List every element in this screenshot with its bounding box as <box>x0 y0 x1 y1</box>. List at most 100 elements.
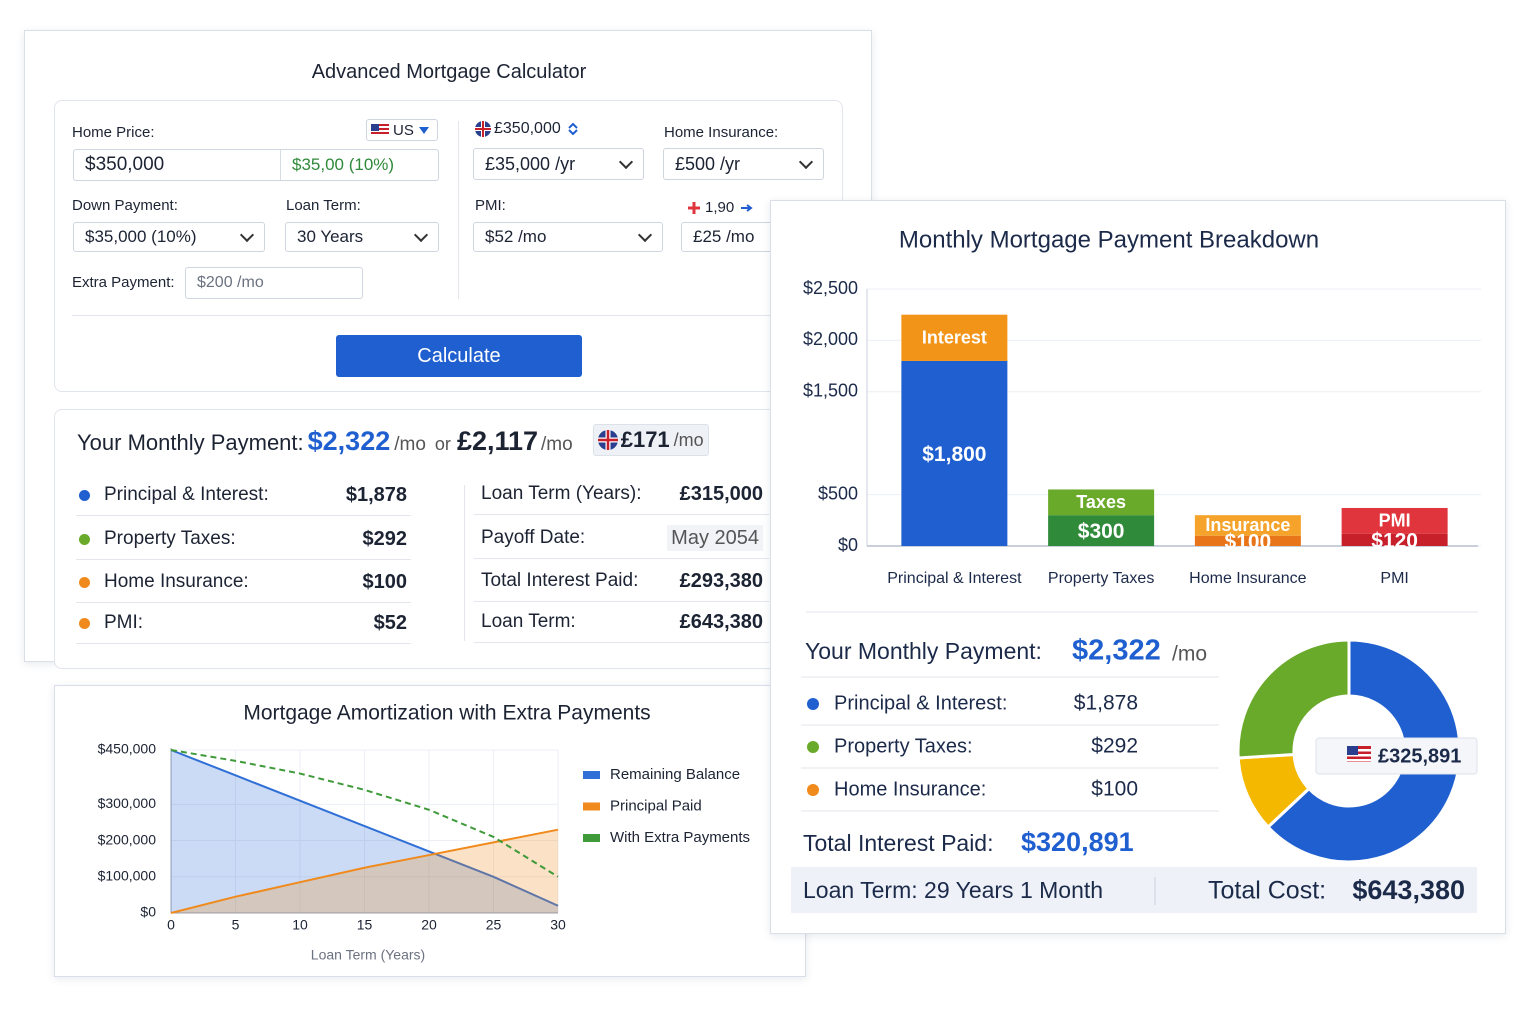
plus-icon <box>688 201 700 214</box>
summary-gbp: £2,117 <box>456 426 539 456</box>
decoration <box>371 130 389 132</box>
down-payment-select[interactable]: $35,000 (10%) <box>73 222 265 252</box>
row-separator <box>474 601 769 602</box>
country-select[interactable]: US <box>366 119 438 141</box>
extra-payment-input[interactable]: $200 /mo <box>185 267 363 299</box>
country-text: US <box>393 121 414 139</box>
property-tax-select[interactable]: £35,000 /yr <box>473 148 644 180</box>
row-label: Principal & Interest: <box>834 692 1007 714</box>
plot: $2,500 $2,000 $1,500 $500 $0 Interest $1,800 Pr… <box>803 278 1481 587</box>
row-label: Payoff Date: <box>481 527 586 548</box>
field-label: Extra Payment: <box>72 274 175 291</box>
pmi-select[interactable]: $52 /mo <box>473 222 663 252</box>
area <box>171 829 558 913</box>
down-payment-hint: $35,00 (10%) <box>292 155 395 174</box>
donut-slice <box>1236 638 1351 760</box>
chart-layer: Monthly Mortgage Payment Breakdown $2,50… <box>791 226 1481 913</box>
home-insurance-select[interactable]: £500 /yr <box>663 148 824 180</box>
dropdown-arrow <box>419 127 429 134</box>
decoration <box>1347 759 1371 762</box>
row-value: $1,878 <box>1074 692 1138 715</box>
flag-us <box>1347 746 1371 762</box>
x-tick-label: 25 <box>486 917 502 933</box>
x-tick-label: 20 <box>421 917 437 933</box>
calculator-title: Advanced Mortgage Calculator <box>311 61 587 83</box>
row-value: May 2054 <box>667 525 763 551</box>
caret <box>637 227 653 243</box>
decoration <box>1347 754 1371 757</box>
input-value: £25 /mo <box>693 227 755 246</box>
row-label: Property Taxes: <box>834 735 973 757</box>
x-tick-label: Principal & Interest <box>887 570 1022 587</box>
caret <box>239 227 255 243</box>
loan-term-text: Loan Term: 29 Years 1 Month <box>803 877 1103 903</box>
row-value: $1,878 <box>345 484 407 506</box>
decoration <box>1347 749 1371 752</box>
gbp-price-text: £350,000 <box>494 120 561 137</box>
y-tick-label: $0 <box>140 904 156 920</box>
row-dot <box>807 784 819 796</box>
decoration <box>371 124 379 131</box>
row-label: Principal & Interest: <box>104 484 269 505</box>
row-value: $100 <box>1091 778 1138 801</box>
calculate-button[interactable]: Calculate <box>336 335 582 377</box>
donut <box>1236 638 1462 864</box>
y-tick-label: $2,000 <box>803 329 858 349</box>
input-divider <box>280 150 281 180</box>
field-label: Loan Term: <box>286 197 361 214</box>
y-tick-label: $200,000 <box>98 831 157 847</box>
legend-label: With Extra Payments <box>610 829 750 846</box>
row-label: Home Insurance: <box>834 778 986 800</box>
row-separator <box>474 558 769 559</box>
row-separator <box>474 514 769 515</box>
row-label: Property Taxes: <box>104 528 236 549</box>
legend-label: Remaining Balance <box>610 766 740 783</box>
bar-segment <box>1048 489 1155 516</box>
row-value: $52 <box>373 612 407 634</box>
summary-unit: /mo <box>394 434 426 455</box>
x-tick-label: 10 <box>292 917 308 933</box>
caret <box>413 227 429 243</box>
x-axis-label: Loan Term (Years) <box>311 947 425 963</box>
gbp-price: £350,000 <box>475 120 579 138</box>
breakdown-chart: Monthly Mortgage Payment Breakdown $2,50… <box>791 226 1481 913</box>
row-label: Loan Term (Years): <box>481 483 642 504</box>
total-interest-value: $320,891 <box>1021 827 1134 857</box>
bar <box>901 360 1008 546</box>
bar <box>1194 535 1301 546</box>
line <box>170 828 559 914</box>
gbp-badge: £171 /mo <box>592 424 709 456</box>
chart-title: Mortgage Amortization with Extra Payment… <box>243 702 650 725</box>
row-value: $100 <box>362 571 408 593</box>
swap-icon <box>568 123 578 135</box>
row-dot <box>79 577 90 588</box>
amortization-chart: Mortgage Amortization with Extra Payment… <box>98 702 750 963</box>
value-label: $120 <box>1371 529 1418 552</box>
field-label: Home Insurance: <box>664 124 779 141</box>
row-separator <box>76 643 411 644</box>
summary-unit: /mo <box>1172 643 1207 666</box>
row-value: £293,380 <box>679 570 763 592</box>
decoration <box>597 430 618 450</box>
x-tick-label: 5 <box>232 917 240 933</box>
field-label: Home Price: <box>72 124 155 141</box>
loan-term-select[interactable]: 30 Years <box>285 222 439 252</box>
bar-segment <box>901 314 1008 361</box>
segment-label: Interest <box>922 328 987 348</box>
field-label: PMI: <box>475 197 506 214</box>
bar <box>1341 533 1448 546</box>
select-value: $52 /mo <box>485 227 547 246</box>
select-value: $35,000 (10%) <box>85 227 197 246</box>
flag-uk <box>597 430 618 450</box>
home-price-input[interactable]: $350,000 $35,00 (10%) <box>73 149 439 181</box>
home-price-value: $350,000 <box>85 154 165 175</box>
segment-label: Insurance <box>1205 515 1290 535</box>
legend-swatch <box>583 802 600 811</box>
area <box>171 750 558 913</box>
summary-usd: $2,322 <box>307 426 391 456</box>
legend-swatch <box>583 834 600 842</box>
total-cost-value: $643,380 <box>1352 875 1465 905</box>
flag-uk <box>475 121 491 137</box>
